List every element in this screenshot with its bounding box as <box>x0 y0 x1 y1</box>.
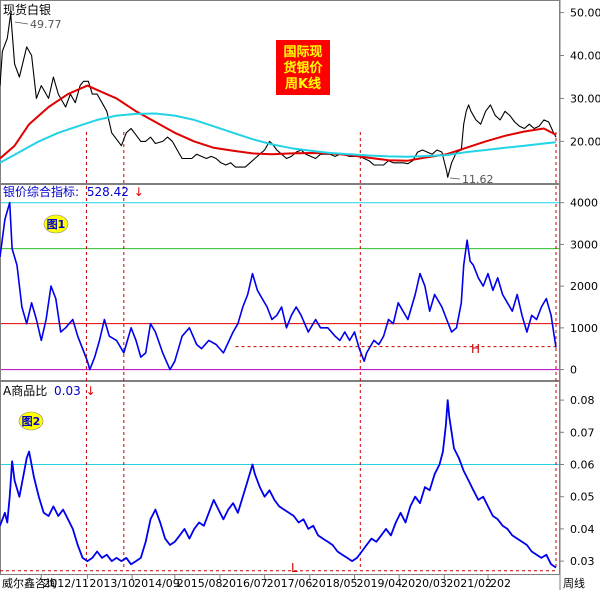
badge-2: 图2 <box>18 411 44 431</box>
indicator-current-value: 528.42 <box>87 185 129 199</box>
price-high-label: 49.77 <box>30 18 62 31</box>
badge-2-label: 图2 <box>22 415 41 428</box>
price-panel-y-tick-label: 40.00 <box>570 50 600 63</box>
price-low-label: 11.62 <box>462 173 494 186</box>
brand-label: 威尔鑫咨询 <box>2 576 57 590</box>
x-axis-tick-label: 2021/02 <box>446 577 492 590</box>
x-axis-tick-label: 2016/07 <box>222 577 268 590</box>
price-panel-y-tick-label: 20.00 <box>570 135 600 148</box>
indicator-panel-y-tick-label: 0 <box>570 364 577 377</box>
price-low-leader <box>449 177 461 180</box>
annotation-box: 国际现 货银价 周K线 <box>276 40 330 95</box>
x-axis-tick-label: 2013/10 <box>89 577 135 590</box>
price-title: 现货白银 <box>3 2 51 17</box>
x-axis-tick-label: 2019/04 <box>356 577 402 590</box>
x-axis-tick-label: 2020/03 <box>401 577 447 590</box>
ratio-down-arrow: ↓ <box>86 384 96 398</box>
ratio-panel-ratio-line <box>0 399 557 569</box>
indicator-panel-y-tick-label: 3000 <box>570 238 598 251</box>
badge-1: 图1 <box>43 214 69 234</box>
reference-lines <box>1 202 559 466</box>
x-axis-tick-label: 2014/09 <box>134 577 180 590</box>
x-axis-tick-label: 2018/05 <box>312 577 358 590</box>
x-axis-tick-label: 202 <box>490 577 511 590</box>
badge-2-bg <box>18 411 44 431</box>
indicator-h-label: H <box>471 342 480 356</box>
x-axis-tick-label: 2012/11 <box>43 577 89 590</box>
period-label: 周线 <box>563 576 585 590</box>
ratio-panel-y-tick-label: 0.04 <box>570 523 595 536</box>
ratio-title: A商品比 0.03 ↓ <box>3 383 96 398</box>
annotation-box-line-1: 国际现 <box>283 45 322 60</box>
annotation-box-line-2: 货银价 <box>283 60 323 76</box>
indicator-panel-frame <box>0 184 560 381</box>
price-panel-y-tick-label: 30.00 <box>570 92 600 105</box>
indicator-down-arrow: ↓ <box>134 185 144 199</box>
indicator-panel-y-tick-label: 4000 <box>570 197 598 210</box>
series-lines <box>0 13 557 569</box>
price-panel-price-line <box>0 13 557 178</box>
indicator-title-label: 银价综合指标: <box>3 184 79 199</box>
price-panel-y-tick-label: 50.00 <box>570 7 600 20</box>
ratio-current-value: 0.03 <box>54 384 81 398</box>
annotation-box-line-3: 周K线 <box>285 76 321 92</box>
ratio-panel-y-tick-label: 0.06 <box>570 459 595 472</box>
ratio-panel-y-tick-label: 0.05 <box>570 491 595 504</box>
badge-1-label: 图1 <box>47 218 66 231</box>
x-axis-tick-label: 2017/06 <box>267 577 313 590</box>
ratio-l-label: L <box>291 561 298 575</box>
indicator-panel-indicator-line <box>0 201 557 371</box>
ratio-panel-y-tick-label: 0.07 <box>570 426 595 439</box>
price-panel-moving-average-long-line <box>0 84 557 162</box>
indicator-panel-y-tick-label: 1000 <box>570 322 598 335</box>
y-axis-ticks: 20.00 30.00 40.00 50.00 0 1000 2000 3000 4000 0.0… <box>560 7 600 568</box>
indicator-panel-y-tick-label: 2000 <box>570 280 598 293</box>
ratio-title-label: A商品比 <box>3 383 47 398</box>
price-panel-moving-average-longer-line <box>0 112 557 164</box>
badge-1-bg <box>43 214 69 234</box>
ratio-panel-y-tick-label: 0.03 <box>570 555 595 568</box>
indicator-title: 银价综合指标: 528.42 ↓ <box>3 184 144 199</box>
x-axis-tick-label: 2015/08 <box>177 577 223 590</box>
price-high-leader <box>14 21 29 25</box>
ratio-panel-y-tick-label: 0.08 <box>570 394 595 407</box>
annotation-box-bg <box>276 40 330 95</box>
ratio-panel-frame <box>0 381 560 575</box>
